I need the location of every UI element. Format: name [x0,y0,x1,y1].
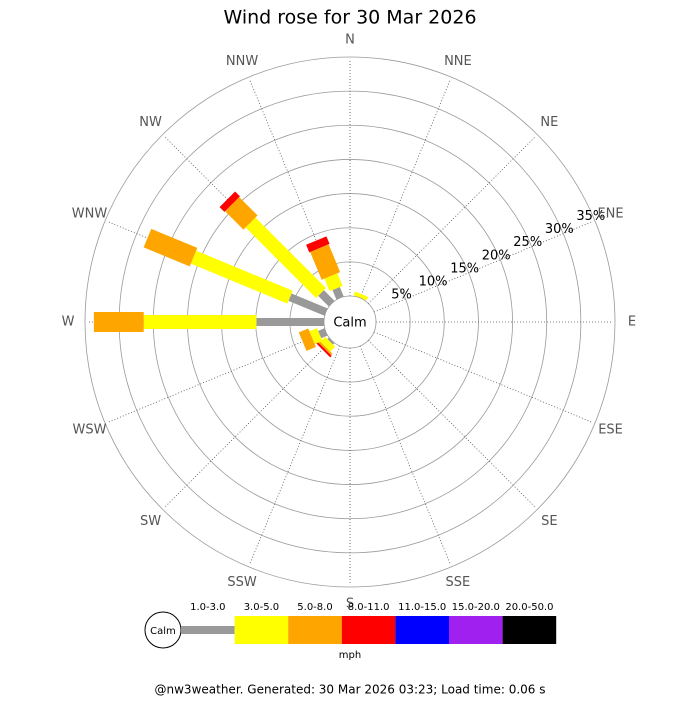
legend-swatch [341,616,396,644]
direction-label: E [628,315,636,330]
legend-label: 11.0-15.0 [398,602,446,613]
direction-line [359,345,451,565]
direction-label: W [62,315,75,330]
bar-segment [288,293,328,316]
legend-swatch [449,616,503,644]
calm-circle [323,295,377,349]
bar-segment [298,328,316,351]
bar-segment [143,315,257,329]
bar-segment [310,244,341,280]
bar-segment [93,312,144,332]
legend-label: 3.0-5.0 [244,602,279,613]
direction-line [107,331,327,423]
direction-label: WNW [72,207,108,222]
bar-segment [318,290,335,307]
chart-title: Wind rose for 30 Mar 2026 [223,7,476,29]
direction-label: ESE [598,422,623,437]
ring-label: 15% [450,261,479,276]
ring-label: 25% [513,235,542,250]
direction-label: SW [140,514,161,529]
grid-ring [84,56,616,588]
direction-label: N [345,33,355,48]
direction-label: NNW [226,54,258,69]
direction-line [368,340,536,508]
direction-line [359,79,451,299]
direction-label: NNE [444,54,472,69]
ring-label: 20% [482,248,511,263]
legend-swatch [395,616,449,644]
legend-label: 15.0-20.0 [452,602,500,613]
ring-label: 5% [391,287,412,302]
bar-segment [320,336,336,352]
bar-segment [190,250,293,304]
legend-label: 20.0-50.0 [505,602,553,613]
ring-label: 30% [545,222,574,237]
direction-label: SE [541,514,557,529]
direction-line [373,221,593,313]
calm-label: Calm [333,316,366,331]
direction-label: NE [540,115,558,130]
ring-label: 10% [419,274,448,289]
direction-label: S [346,597,354,612]
legend-label: 1.0-3.0 [190,602,225,613]
bar-segment [332,286,344,300]
direction-label: SSE [446,575,471,590]
bar-segment [143,228,198,267]
direction-label: SSW [227,575,257,590]
ring-label: 35% [576,209,605,224]
direction-line [373,331,593,423]
legend-label: 5.0-8.0 [297,602,332,613]
bar-segment [256,318,324,326]
legend-calm-label: Calm [150,626,176,637]
legend-swatch [288,616,342,644]
bar-segment [306,236,330,253]
bar-segment [225,197,258,230]
direction-label: WSW [72,422,106,437]
bar-segment [309,328,323,345]
bar-segment [219,191,240,212]
bar-segment [327,337,335,345]
legend-swatch [234,616,289,644]
legend-label: 8.0-11.0 [348,602,390,613]
bar-segment [314,340,332,358]
legend-swatch [181,626,235,634]
footer: @nw3weather. Generated: 30 Mar 2026 03:2… [155,683,546,697]
direction-label: ENE [597,207,623,222]
bar-segment [353,291,368,301]
direction-line [249,345,341,565]
bar-segment [245,217,326,298]
bar-segment [324,273,343,292]
bar-segment [316,339,333,356]
direction-line [368,136,536,304]
direction-line [164,340,332,508]
direction-label: NW [139,115,162,130]
legend-swatch [502,616,557,644]
legend-unit: mph [339,650,361,661]
